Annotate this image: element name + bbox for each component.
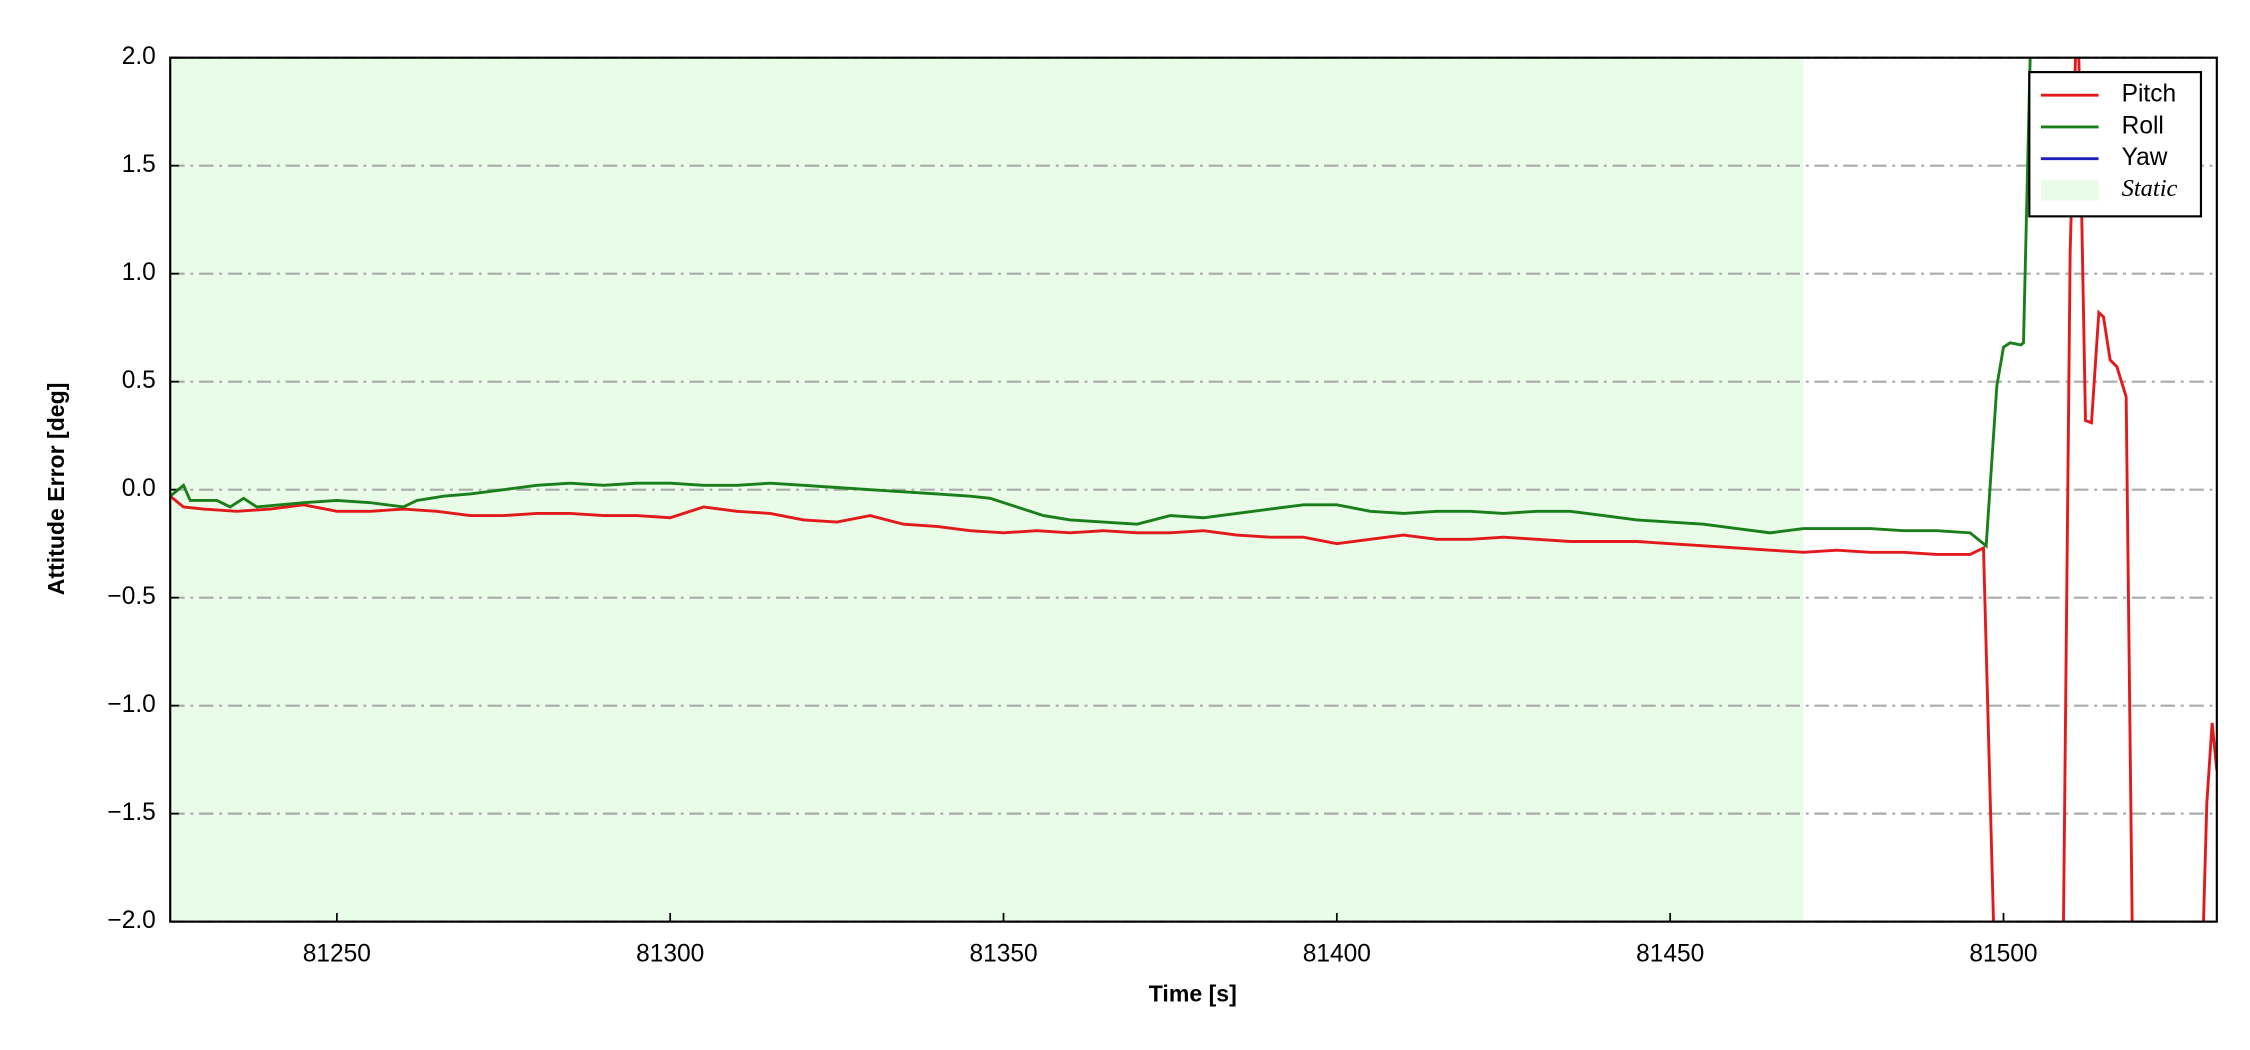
y-tick-label: 1.0 (122, 259, 156, 286)
y-tick-label: 0.0 (122, 475, 156, 502)
legend-label: Yaw (2122, 144, 2168, 171)
y-tick-label: −1.5 (107, 799, 155, 826)
x-tick-label: 81450 (1636, 940, 1704, 967)
legend-label: Pitch (2122, 81, 2176, 108)
x-tick-label: 81250 (303, 940, 371, 967)
series-line (170, 57, 2032, 549)
legend-swatch (2040, 180, 2099, 201)
y-tick-label: −0.5 (107, 583, 155, 610)
x-tick-label: 81350 (969, 940, 1037, 967)
y-tick-label: −1.0 (107, 691, 155, 718)
y-axis-label: Attitude Error [deg] (43, 383, 69, 596)
x-axis-label: Time [s] (1149, 980, 1237, 1006)
x-tick-label: 81300 (636, 940, 704, 967)
legend: Pitch Roll Yaw Static (2028, 71, 2203, 218)
legend-label: Static (2122, 175, 2178, 202)
y-tick-label: 0.5 (122, 367, 156, 394)
x-tick-label: 81400 (1303, 940, 1371, 967)
series-line (170, 57, 2217, 922)
y-tick-label: 1.5 (122, 151, 156, 178)
x-tick-label: 81500 (1969, 940, 2037, 967)
legend-label: Roll (2122, 112, 2164, 139)
plot-frame (169, 56, 2218, 923)
y-tick-label: 2.0 (122, 43, 156, 70)
y-tick-label: −2.0 (107, 907, 155, 934)
